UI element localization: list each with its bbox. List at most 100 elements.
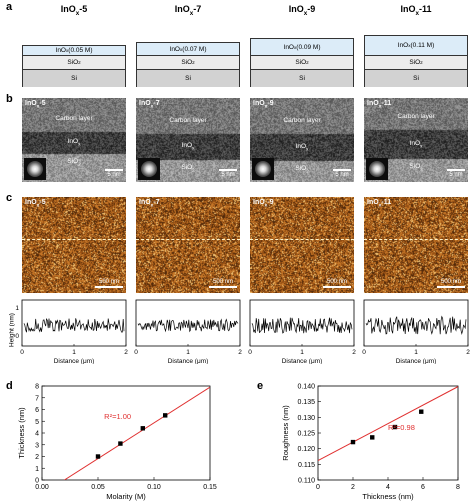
carbon-layer-label: Carbon layer [169, 117, 207, 124]
tem-image-2: InOx-9 Carbon layer InOx SiO2 5 nm [250, 98, 354, 182]
sio2-sub: 2 [420, 60, 423, 65]
profile-xtick-label: 0 [248, 349, 252, 356]
tem-image-0: InOx-5 Carbon layer InOx SiO2 5 nm [22, 98, 126, 182]
r-squared-annotation: R²=1.00 [104, 412, 131, 421]
si-label: Si [71, 75, 77, 82]
inox-label: InO [283, 43, 294, 51]
sample-title-0: InOx-5 [22, 4, 126, 17]
scale-bar-line [333, 169, 351, 171]
afm-title-sub: x [264, 203, 268, 209]
profile-xtick-label: 1 [414, 349, 418, 356]
afm-texture [250, 197, 354, 293]
sio2-label: SiO [409, 59, 421, 66]
tem-title-main: InO [253, 100, 265, 107]
roughness-vs-thickness-chart: 0 2 4 6 8 0.110 0.115 0.120 0.125 0.130 0.135 0.140… [281, 384, 460, 502]
tem-scale-bar: 5 nm [447, 169, 465, 178]
profile-xtick-label: 0 [20, 349, 24, 356]
y-tick-label: 3 [35, 442, 39, 449]
layer-stack-3: InO x (0.11 M) SiO 2 Si [364, 35, 468, 87]
profile-xlabel: Distance (μm) [282, 358, 323, 364]
tem-sio2-main: SiO [295, 165, 307, 172]
profile-frame-1 [135, 299, 241, 347]
fft-halo [27, 161, 43, 177]
x-tick-label: 0.05 [91, 484, 105, 491]
tem-inox-label: InOx [250, 143, 354, 151]
profile-xlabel: Distance (μm) [54, 358, 95, 364]
sample-title-num: -7 [193, 4, 202, 14]
afm-title-num: -9 [267, 199, 274, 206]
scale-bar-label: 5 nm [449, 172, 463, 178]
afm-image-3: InOx-11 500 nm [364, 197, 468, 293]
scale-bar-line [105, 169, 123, 171]
afm-title-main: InO [253, 199, 265, 206]
inox-layer: InO x (0.09 M) [251, 38, 353, 55]
tem-inox-main: InO [181, 142, 193, 149]
tem-sio2-label: SiO2 [136, 164, 240, 172]
afm-image-0: InOx-5 500 nm [22, 197, 126, 293]
tem-sio2-sub: 2 [306, 168, 309, 174]
y-tick-label: 8 [35, 384, 39, 391]
profile-xlabel: Distance (μm) [396, 358, 437, 364]
si-label: Si [299, 75, 305, 82]
profile-xtick-label: 1 [186, 349, 190, 356]
inox-layer: InO x (0.05 M) [23, 45, 125, 55]
tem-title-sub: x [150, 104, 154, 110]
fft-halo [369, 161, 385, 177]
carbon-layer-label: Carbon layer [397, 113, 435, 120]
sample-title-num: -9 [307, 4, 316, 14]
afm-title-num: -7 [153, 199, 160, 206]
data-point [95, 454, 101, 459]
panel-label-c: c [6, 192, 13, 204]
afm-title-main: InO [367, 199, 379, 206]
afm-title-sub: x [150, 203, 154, 209]
sample-title-num: -5 [79, 4, 88, 14]
sio2-sub: 2 [306, 60, 309, 65]
afm-title-sub: x [378, 203, 382, 209]
tem-inox-label: InOx [22, 138, 126, 146]
tem-inox-main: InO [409, 139, 421, 147]
tem-title-main: InO [367, 100, 379, 107]
sample-title-main: InO [174, 4, 190, 14]
afm-title-main: InO [139, 199, 151, 206]
sio2-label: SiO [181, 59, 193, 66]
afm-title: InOx-5 [25, 199, 46, 208]
si-layer: Si [137, 69, 239, 87]
profile-xtick-label: 1 [300, 349, 304, 356]
y-tick-label: 5 [35, 419, 39, 426]
sio2-layer: SiO 2 [365, 55, 467, 69]
y-tick-label: 0.130 [297, 415, 315, 422]
profile-xtick-label: 2 [466, 349, 470, 356]
tem-inox-sub: x [78, 141, 81, 147]
tem-title-num: -11 [381, 100, 392, 107]
scale-bar-label: 5 nm [335, 172, 349, 178]
afm-title-sub: x [36, 203, 40, 209]
afm-title-num: -11 [381, 199, 392, 206]
y-axis-label: Thickness (nm) [17, 407, 26, 459]
y-tick-label: 2 [35, 454, 39, 461]
tem-title-sub: x [36, 104, 40, 110]
tem-title-num: -9 [267, 100, 274, 107]
x-tick-label: 6 [421, 484, 425, 491]
y-tick-label: 0.135 [297, 399, 315, 406]
tem-sio2-sub: 2 [78, 161, 81, 167]
tem-image-3: InOx-11 Carbon layer InOx SiO2 5 nm [364, 98, 468, 182]
tem-title-num: -7 [153, 100, 160, 107]
profile-frame-0 [21, 299, 127, 347]
tem-inox-label: InOx [136, 142, 240, 150]
profile-frame-3 [363, 299, 469, 347]
r-squared-annotation: R²=0.98 [388, 423, 415, 432]
afm-title-main: InO [25, 199, 37, 206]
inox-concentration: (0.09 M) [296, 43, 321, 51]
thickness-vs-molarity-chart: 0.00 0.05 0.10 0.15 0 1 2 3 4 5 6 7 8 Molarity (M) Thi… [17, 384, 217, 502]
sample-title-1: InOx-7 [136, 4, 240, 17]
layer-stack-0: InO x (0.05 M) SiO 2 Si [22, 45, 126, 87]
sio2-label: SiO [295, 59, 307, 66]
sample-title-sub: x [189, 9, 194, 17]
y-tick-label: 0.110 [298, 478, 315, 485]
tem-sio2-main: SiO [409, 163, 421, 170]
inox-concentration: (0.11 M) [410, 42, 435, 49]
y-tick-label: 7 [35, 395, 39, 402]
height-profile-line [251, 317, 353, 334]
sample-title-2: InOx-9 [250, 4, 354, 17]
inox-concentration: (0.05 M) [68, 47, 93, 54]
